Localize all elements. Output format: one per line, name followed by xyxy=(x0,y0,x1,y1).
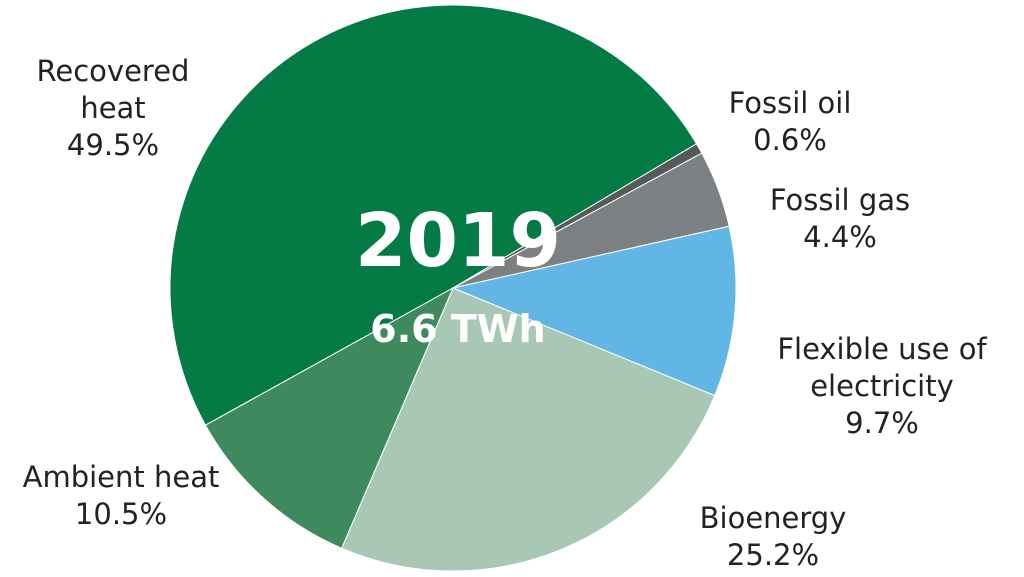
category-label: Ambient heat xyxy=(22,460,220,494)
category-label: Flexible use of electricity xyxy=(777,332,987,403)
category-label: Fossil oil xyxy=(728,86,852,120)
value-label: 10.5% xyxy=(74,497,168,531)
category-label: Recovered heat xyxy=(36,54,190,125)
slice-label: Flexible use of electricity 9.7% xyxy=(737,331,1024,442)
slice-label: Fossil oil 0.6% xyxy=(690,85,890,159)
chart-title: 2019 xyxy=(355,198,561,284)
value-label: 4.4% xyxy=(803,220,877,254)
slice-label: Recovered heat 49.5% xyxy=(28,53,198,164)
pie-slice xyxy=(204,286,455,549)
chart-subtitle: 6.6 TWh xyxy=(370,307,546,351)
pie-slice xyxy=(451,225,737,397)
value-label: 49.5% xyxy=(66,128,160,162)
slice-label: Ambient heat 10.5% xyxy=(21,459,221,533)
category-label: Fossil gas xyxy=(769,183,911,217)
slice-label: Fossil gas 4.4% xyxy=(730,182,950,256)
value-label: 25.2% xyxy=(726,538,820,572)
pie-slice xyxy=(169,4,698,426)
pie-slice xyxy=(341,287,716,572)
slice-label: Bioenergy 25.2% xyxy=(663,500,883,574)
value-label: 9.7% xyxy=(845,406,919,440)
category-label: Bioenergy xyxy=(699,501,847,535)
value-label: 0.6% xyxy=(753,123,827,157)
